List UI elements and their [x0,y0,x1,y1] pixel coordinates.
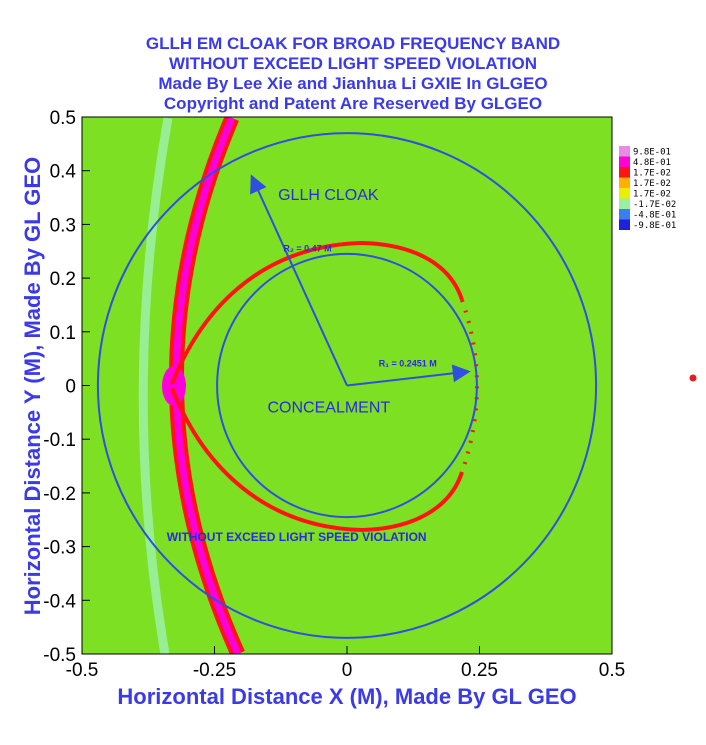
scattered-wave-upper [170,240,464,385]
y-tick-label-6: -0.1 [43,430,76,451]
outer-wave-band-faint [138,117,173,654]
focal-hotspot [162,366,186,406]
legend-label-1: 4.8E-01 [633,158,671,168]
x-tick-label-0: -0.5 [66,660,99,681]
y-tick-label-7: -0.2 [43,484,76,505]
legend-label-7: -9.8E-01 [633,221,676,231]
radius-arrow-1 [346,364,471,387]
cloak-circles [96,132,598,639]
cloak-circle-1 [216,252,478,519]
legend-swatch-6 [619,209,630,220]
legend-label-4: 1.7E-02 [633,190,671,200]
y-tick-label-2: 0.3 [50,215,76,236]
y-tick-label-8: -0.3 [43,538,76,559]
x-tick-label-1: -0.25 [193,660,236,681]
annotation-4: WITHOUT EXCEED LIGHT SPEED VIOLATION [167,530,427,544]
legend-swatch-7 [619,219,630,230]
title-line-4: Copyright and Patent Are Reserved By GLG… [163,94,543,113]
y-tick-label-5: 0 [65,377,76,398]
legend-swatch-1 [619,156,630,167]
y-tick-label-9: -0.4 [43,591,76,612]
legend-swatch-3 [619,177,630,188]
y-tick-label-3: 0.2 [50,269,76,290]
annotation-2: R₁ = 0.2451 M [379,359,437,369]
legend-label-5: -1.7E-02 [633,200,676,210]
legend-swatch-4 [619,188,630,199]
annotations: GLLH CLOAK R₂ = 0.47 M R₁ = 0.2451 M CONCEA… [167,187,437,544]
legend-swatch-0 [619,146,630,157]
title-line-3: Made By Lee Xie and Jianhua Li GXIE In G… [158,74,548,93]
annotation-1: R₂ = 0.47 M [283,243,331,253]
x-tick-label-4: 0.5 [599,660,625,681]
legend-label-0: 9.8E-01 [633,148,671,158]
legend-label-3: 1.7E-02 [633,179,671,189]
x-tick-label-3: 0.25 [461,660,498,681]
annotation-3: CONCEALMENT [268,399,391,416]
y-axis-title: Horizontal Distance Y (M), Made By GL GE… [20,157,45,615]
radius-arrows [250,174,471,387]
cloak-circle-0 [96,132,598,639]
x-tick-label-2: 0 [342,660,353,681]
legend: 9.8E-014.8E-011.7E-021.7E-021.7E-02-1.7E… [619,146,676,231]
title-line-2: WITHOUT EXCEED LIGHT SPEED VIOLATION [168,54,538,73]
radius-arrow-0 [250,174,348,386]
legend-swatch-5 [619,198,630,209]
stray-red-marker [689,374,697,382]
y-tick-label-4: 0.1 [50,323,76,344]
annotation-0: GLLH CLOAK [278,187,379,204]
y-tick-label-1: 0.4 [50,162,77,183]
x-axis-title: Horizontal Distance X (M), Made By GL GE… [117,684,576,709]
y-tick-label-0: 0.5 [50,108,76,129]
title-line-1: GLLH EM CLOAK FOR BROAD FREQUENCY BAND [145,34,561,53]
scattered-wave-lower [170,387,464,533]
legend-swatch-2 [619,167,630,178]
legend-label-2: 1.7E-02 [633,169,671,179]
y-tick-label-10: -0.5 [43,645,76,666]
axis-ticks: -0.5 -0.25 0 0.25 0.5 0.5 0.4 0.3 0.2 0.1 0 -0.1 -0.… [43,108,625,681]
legend-label-6: -4.8E-01 [633,211,676,221]
field-features [138,117,479,654]
